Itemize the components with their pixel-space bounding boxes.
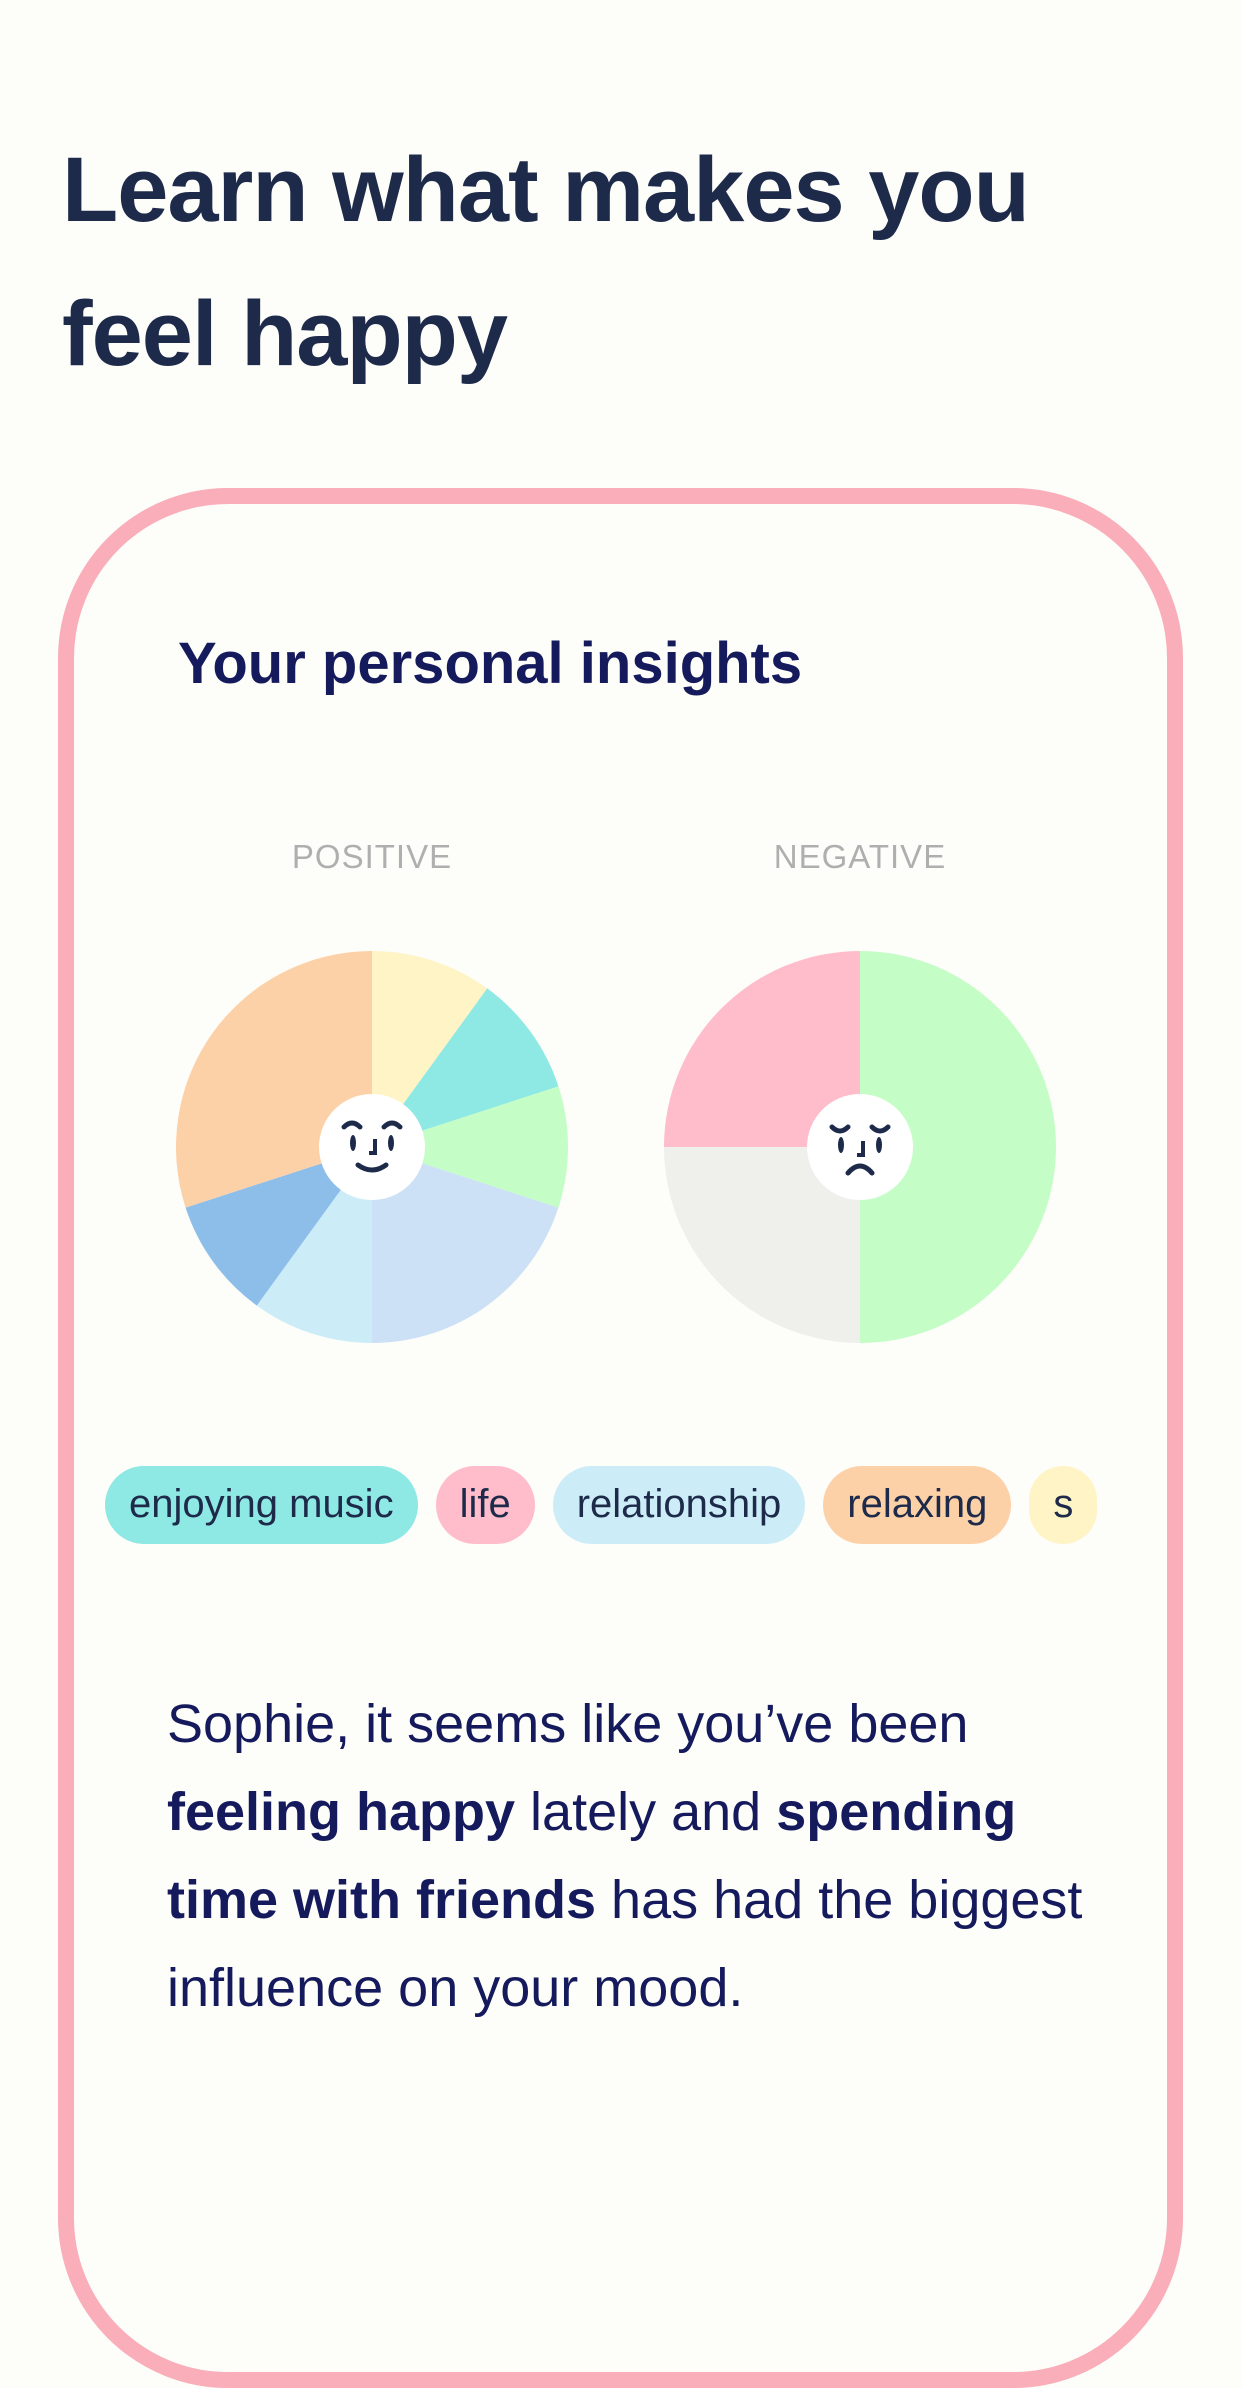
tag-enjoying-music[interactable]: enjoying music — [105, 1466, 418, 1544]
tag-partial[interactable]: s — [1029, 1466, 1098, 1544]
summary-text: has had the biggest influence on your mo… — [167, 1870, 1083, 2018]
pie-slice — [664, 1147, 860, 1343]
summary-text: lately and — [515, 1782, 777, 1842]
pie-slice — [372, 988, 559, 1147]
pie-slice — [372, 1086, 568, 1208]
pie-slice — [256, 1147, 372, 1343]
insights-card — [58, 488, 1183, 2388]
page-headline: Learn what makes you feel happy — [62, 118, 1030, 406]
negative-pie-chart — [664, 951, 1056, 1343]
tag-list[interactable]: enjoying music life relationship relaxing s — [105, 1466, 1167, 1544]
headline-line-1: Learn what makes you — [62, 139, 1030, 241]
tag-relationship[interactable]: relationship — [552, 1466, 806, 1544]
insight-summary: Sophie, it seems like you’ve been feelin… — [167, 1680, 1097, 2032]
summary-emphasis-activity: spending time with friends — [167, 1782, 1017, 1930]
headline-line-2: feel happy — [62, 283, 508, 385]
pie-slice — [372, 1147, 559, 1343]
pie-slice — [860, 951, 1056, 1343]
positive-label: POSITIVE — [291, 838, 453, 875]
pie-slice — [664, 951, 860, 1147]
card-title: Your personal insights — [178, 631, 803, 696]
positive-pie-chart — [175, 951, 568, 1343]
summary-emphasis-mood: feeling happy — [167, 1782, 516, 1842]
pie-slice — [185, 1147, 372, 1306]
smiling-face-icon — [319, 1094, 425, 1200]
tag-life[interactable]: life — [435, 1466, 535, 1544]
summary-text: Sophie, it seems like you’ve been — [167, 1694, 969, 1754]
sad-face-icon — [807, 1094, 913, 1200]
negative-label: NEGATIVE — [773, 838, 947, 875]
tag-relaxing[interactable]: relaxing — [823, 1466, 1012, 1544]
pie-slice — [372, 951, 488, 1147]
